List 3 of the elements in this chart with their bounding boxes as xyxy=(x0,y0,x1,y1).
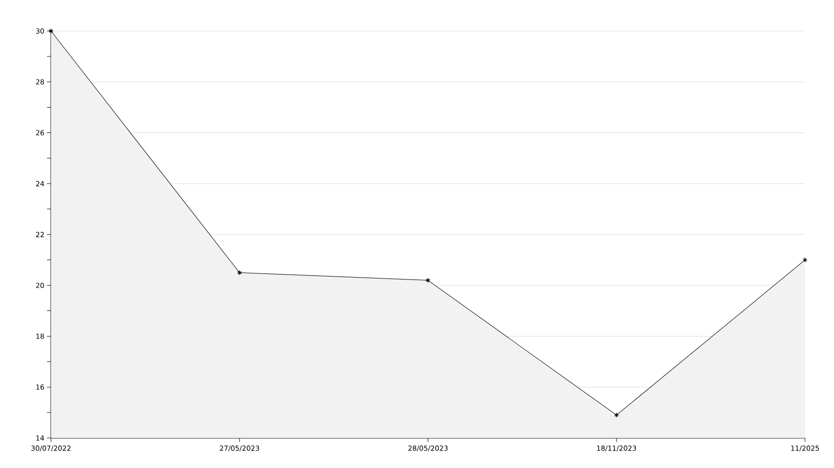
point xyxy=(614,412,619,418)
point xyxy=(426,278,430,283)
point xyxy=(237,270,242,276)
